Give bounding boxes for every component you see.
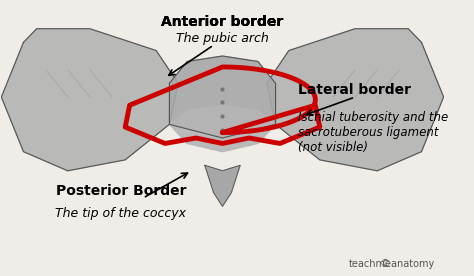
Text: The pubic arch: The pubic arch xyxy=(176,32,269,45)
Polygon shape xyxy=(1,29,178,171)
Text: ©: © xyxy=(380,259,391,269)
Text: The tip of the coccyx: The tip of the coccyx xyxy=(55,207,186,220)
Text: Lateral border: Lateral border xyxy=(298,83,410,97)
Polygon shape xyxy=(205,165,240,206)
Text: Posterior Border: Posterior Border xyxy=(55,184,186,198)
Polygon shape xyxy=(169,105,275,152)
Text: Anterior border: Anterior border xyxy=(161,15,283,29)
Text: Anterior border: Anterior border xyxy=(161,15,283,29)
Polygon shape xyxy=(267,29,444,171)
Text: Anterior border: Anterior border xyxy=(161,15,283,29)
Text: teachmeanatomy: teachmeanatomy xyxy=(348,259,435,269)
Text: Ischial tuberosity and the
sacrotuberous ligament
(not visible): Ischial tuberosity and the sacrotuberous… xyxy=(298,112,448,154)
Polygon shape xyxy=(169,56,275,138)
